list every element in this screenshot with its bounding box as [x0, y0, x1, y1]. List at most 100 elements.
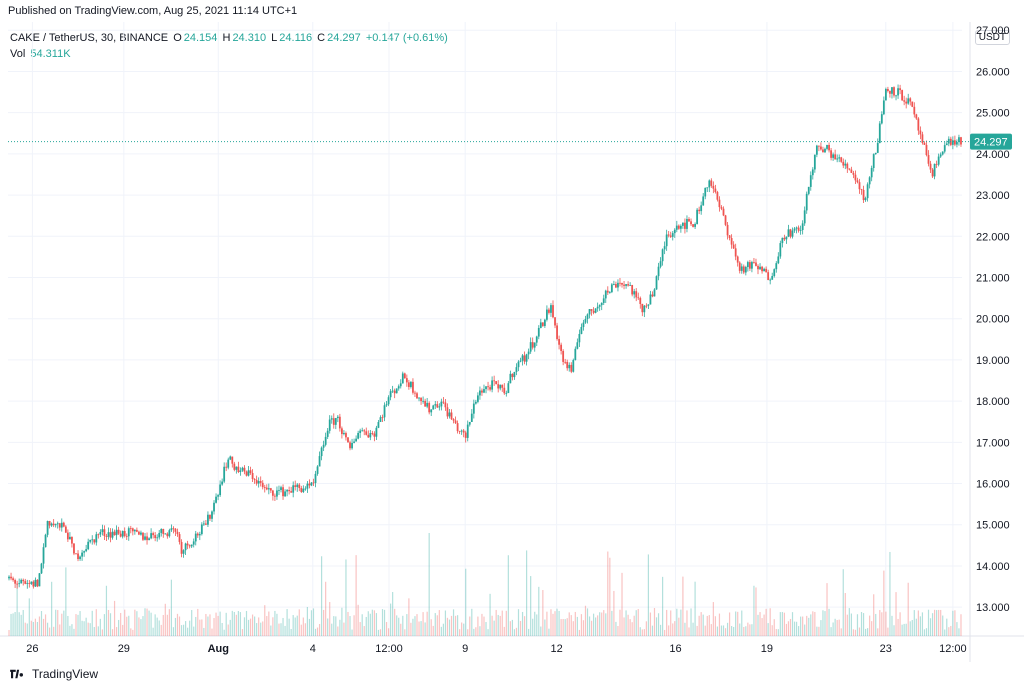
volume-bar	[103, 614, 106, 636]
volume-bar	[712, 602, 714, 636]
volume-bar	[812, 611, 814, 636]
candle-body	[448, 412, 451, 417]
volume-bar	[960, 614, 962, 636]
volume-bar	[93, 627, 95, 636]
volume-bar	[85, 617, 87, 636]
y-tick-label: 14.000	[976, 561, 1010, 573]
volume-bar	[676, 608, 678, 636]
candle-body	[125, 535, 128, 537]
volume-bar	[65, 567, 67, 636]
candle-body	[568, 364, 571, 369]
candle-body	[170, 528, 173, 531]
volume-bar	[426, 611, 428, 636]
volume-bar	[138, 617, 140, 636]
volume-bar	[818, 626, 820, 636]
candle-body	[876, 143, 879, 153]
volume-bar	[645, 621, 647, 636]
candle-body	[117, 529, 120, 534]
candle-body	[497, 384, 500, 389]
volume-bar	[836, 620, 838, 636]
candle-body	[387, 397, 390, 405]
volume-bar	[597, 615, 599, 636]
candle-body	[525, 354, 528, 362]
volume-bar	[278, 623, 280, 636]
candle-body	[294, 485, 297, 487]
candle-body	[539, 322, 542, 328]
candle-body	[328, 419, 331, 431]
candle-body	[227, 459, 230, 468]
volume-bar	[779, 612, 781, 636]
volume-bar	[51, 581, 53, 636]
candle-body	[911, 101, 914, 107]
volume-bar	[469, 616, 471, 636]
candle-body	[221, 481, 224, 485]
symbol-title[interactable]: CAKE / TetherUS, 30, BINANCE	[10, 32, 169, 44]
volume-bar	[14, 612, 16, 636]
volume-bar	[601, 612, 603, 636]
candle-body	[882, 100, 885, 115]
candle-body	[276, 490, 278, 497]
candle-body	[69, 536, 71, 540]
volume-bar	[113, 600, 116, 636]
volume-bar	[745, 626, 747, 636]
volume-bar	[306, 606, 308, 636]
volume-bar	[122, 624, 124, 636]
candle-body	[602, 298, 605, 303]
candle-body	[726, 224, 729, 236]
candle-body	[785, 236, 788, 240]
volume-bar	[686, 610, 688, 636]
volume-bar	[229, 619, 231, 636]
currency-badge[interactable]: USDT	[974, 30, 1010, 45]
volume-bar	[424, 622, 426, 636]
candle-body	[633, 291, 636, 295]
volume-bar	[288, 618, 290, 636]
candle-body	[152, 533, 155, 536]
volume-bar	[359, 622, 361, 636]
price-chart[interactable]: 13.000 14.000 15.000 16.000 17.000 18.000 19.0…	[0, 22, 1024, 662]
volume-bar	[310, 610, 313, 636]
candle-body	[255, 479, 258, 484]
candle-body	[391, 390, 394, 392]
volume-bar	[193, 626, 195, 636]
candle-body	[909, 98, 912, 102]
candle-body	[8, 576, 10, 579]
y-tick-label: 24.000	[976, 149, 1010, 161]
volume-bar	[808, 617, 810, 636]
candle-body	[176, 531, 179, 535]
volume-bar	[420, 621, 422, 636]
candle-body	[665, 234, 668, 247]
candle-body	[75, 553, 77, 555]
candle-body	[10, 576, 12, 579]
candle-body	[552, 305, 554, 318]
volume-bar	[213, 618, 215, 636]
x-tick-label: 9	[462, 643, 468, 655]
candle-body	[761, 266, 763, 272]
footer-brand[interactable]: TradingView	[8, 667, 98, 681]
candle-body	[661, 249, 664, 262]
volume-bar	[217, 615, 219, 636]
volume-bar	[570, 615, 572, 636]
volume-bar	[905, 623, 907, 636]
candle-body	[164, 533, 167, 535]
last-price-label: 24.297	[974, 137, 1008, 149]
volume-bar	[493, 620, 495, 636]
volume-bar	[180, 625, 183, 636]
candle-body	[556, 325, 558, 340]
candle-body	[787, 229, 790, 237]
volume-bar	[266, 616, 268, 636]
candle-body	[174, 528, 177, 532]
x-tick-label: 4	[310, 643, 316, 655]
candle-body	[310, 482, 313, 486]
candle-body	[211, 511, 213, 519]
candle-body	[336, 416, 339, 419]
candle-body	[600, 302, 603, 306]
volume-bar	[806, 615, 808, 636]
candle-body	[604, 290, 607, 299]
candle-body	[64, 526, 67, 533]
candle-body	[66, 532, 69, 540]
volume-bar	[479, 626, 481, 636]
y-tick-label: 20.000	[976, 314, 1010, 326]
volume-bar	[367, 611, 369, 636]
candle-body	[466, 424, 469, 438]
candle-body	[903, 100, 906, 102]
